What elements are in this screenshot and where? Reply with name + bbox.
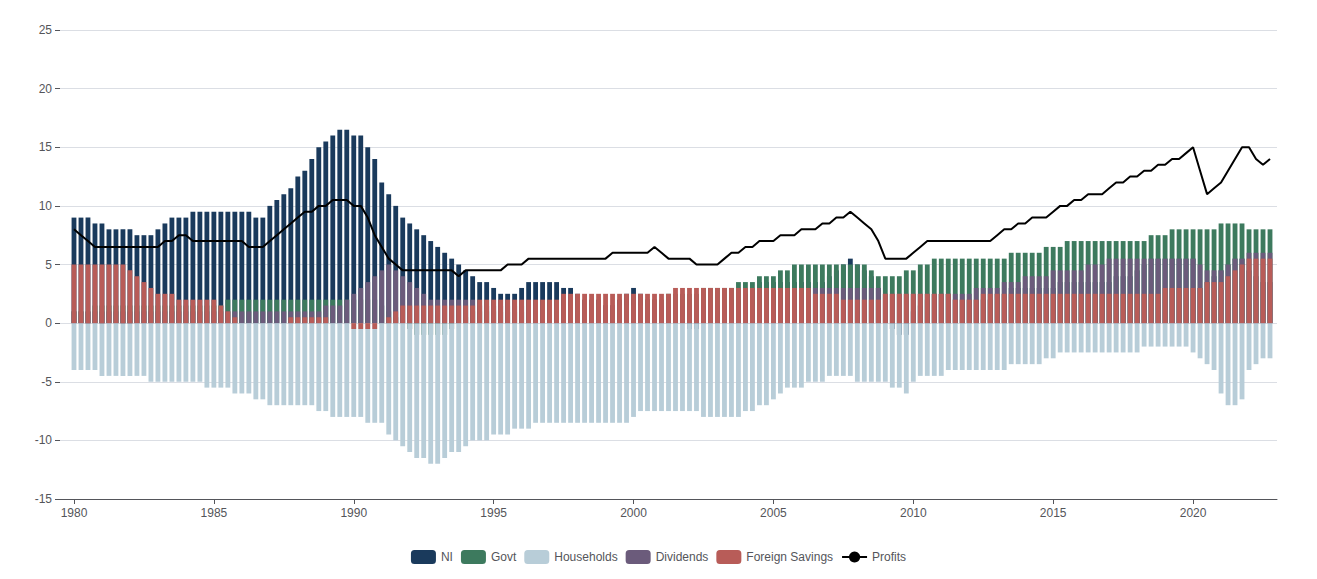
svg-text:15: 15 <box>39 140 53 154</box>
svg-text:1980: 1980 <box>61 506 88 520</box>
svg-text:Foreign Savings: Foreign Savings <box>746 550 833 564</box>
svg-text:-15: -15 <box>35 492 53 506</box>
svg-text:2015: 2015 <box>1040 506 1067 520</box>
svg-text:Profits: Profits <box>872 550 906 564</box>
svg-text:1995: 1995 <box>480 506 507 520</box>
svg-text:5: 5 <box>45 258 52 272</box>
svg-text:-5: -5 <box>41 375 52 389</box>
svg-text:10: 10 <box>39 199 53 213</box>
svg-text:2010: 2010 <box>900 506 927 520</box>
svg-text:1990: 1990 <box>340 506 367 520</box>
svg-text:2020: 2020 <box>1180 506 1207 520</box>
svg-text:20: 20 <box>39 82 53 96</box>
svg-text:-10: -10 <box>35 433 53 447</box>
svg-text:25: 25 <box>39 23 53 37</box>
svg-text:Govt: Govt <box>491 550 517 564</box>
svg-text:Households: Households <box>554 550 617 564</box>
svg-text:2000: 2000 <box>620 506 647 520</box>
svg-text:1985: 1985 <box>201 506 228 520</box>
svg-text:0: 0 <box>45 316 52 330</box>
svg-text:NI: NI <box>441 550 453 564</box>
svg-text:Dividends: Dividends <box>656 550 709 564</box>
svg-text:2005: 2005 <box>760 506 787 520</box>
